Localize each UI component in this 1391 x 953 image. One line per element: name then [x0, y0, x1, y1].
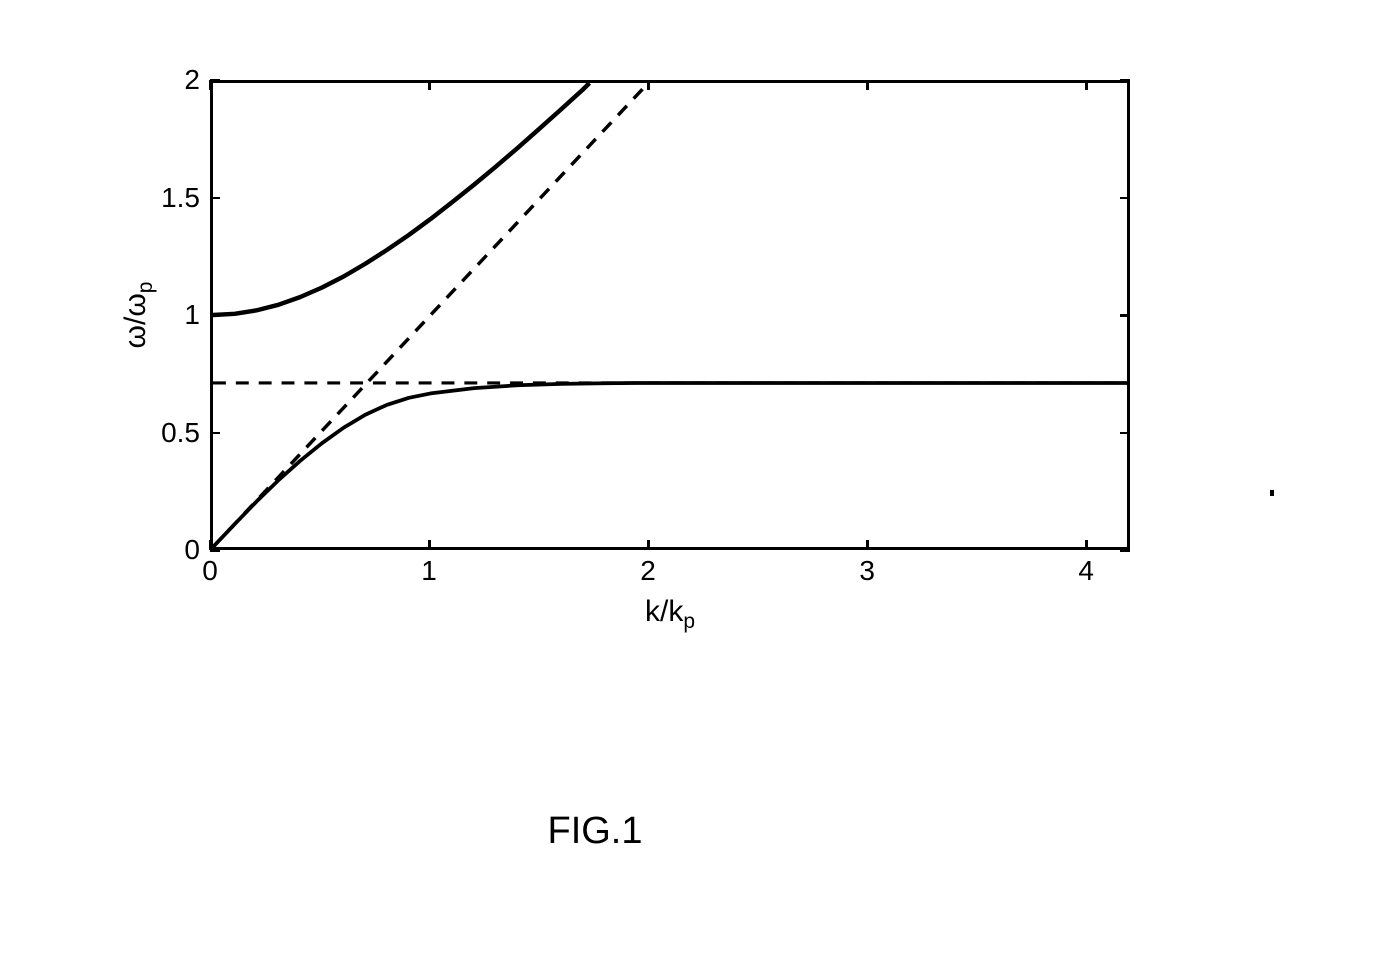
x-tick-label: 1: [421, 555, 437, 587]
y-tick-mark-right: [1120, 432, 1130, 435]
x-tick-mark-top: [209, 80, 212, 90]
chart-container: 00.511.52 01234 ω/ωp k/kp: [100, 50, 1190, 650]
x-tick-mark: [866, 540, 869, 550]
x-tick-mark: [647, 540, 650, 550]
x-tick-mark-top: [647, 80, 650, 90]
y-tick-label: 1.5: [140, 182, 200, 214]
x-tick-mark-top: [428, 80, 431, 90]
y-tick-mark: [210, 549, 220, 552]
series-upper-solid: [213, 83, 589, 315]
series-diagonal-dashed: [213, 83, 648, 547]
y-tick-mark: [210, 432, 220, 435]
y-tick-mark: [210, 79, 220, 82]
x-tick-mark: [1085, 540, 1088, 550]
x-tick-label: 4: [1078, 555, 1094, 587]
x-tick-mark: [428, 540, 431, 550]
y-tick-mark-right: [1120, 197, 1130, 200]
series-lower-solid: [213, 383, 1127, 547]
x-axis-label: k/kp: [645, 595, 695, 634]
y-tick-mark: [210, 314, 220, 317]
x-tick-mark-top: [866, 80, 869, 90]
y-tick-label: 0.5: [140, 417, 200, 449]
y-tick-label: 0: [140, 534, 200, 566]
x-tick-label: 2: [640, 555, 656, 587]
print-artifact-dot: [1270, 490, 1274, 496]
plot-area: [210, 80, 1130, 550]
y-tick-label: 2: [140, 64, 200, 96]
y-tick-mark-right: [1120, 549, 1130, 552]
chart-svg: [213, 83, 1127, 547]
x-tick-label: 3: [859, 555, 875, 587]
y-tick-mark: [210, 197, 220, 200]
y-tick-mark-right: [1120, 314, 1130, 317]
x-tick-label: 0: [202, 555, 218, 587]
x-tick-mark-top: [1085, 80, 1088, 90]
figure-label: FIG.1: [547, 810, 642, 853]
y-axis-label: ω/ωp: [119, 282, 158, 349]
y-tick-mark-right: [1120, 79, 1130, 82]
